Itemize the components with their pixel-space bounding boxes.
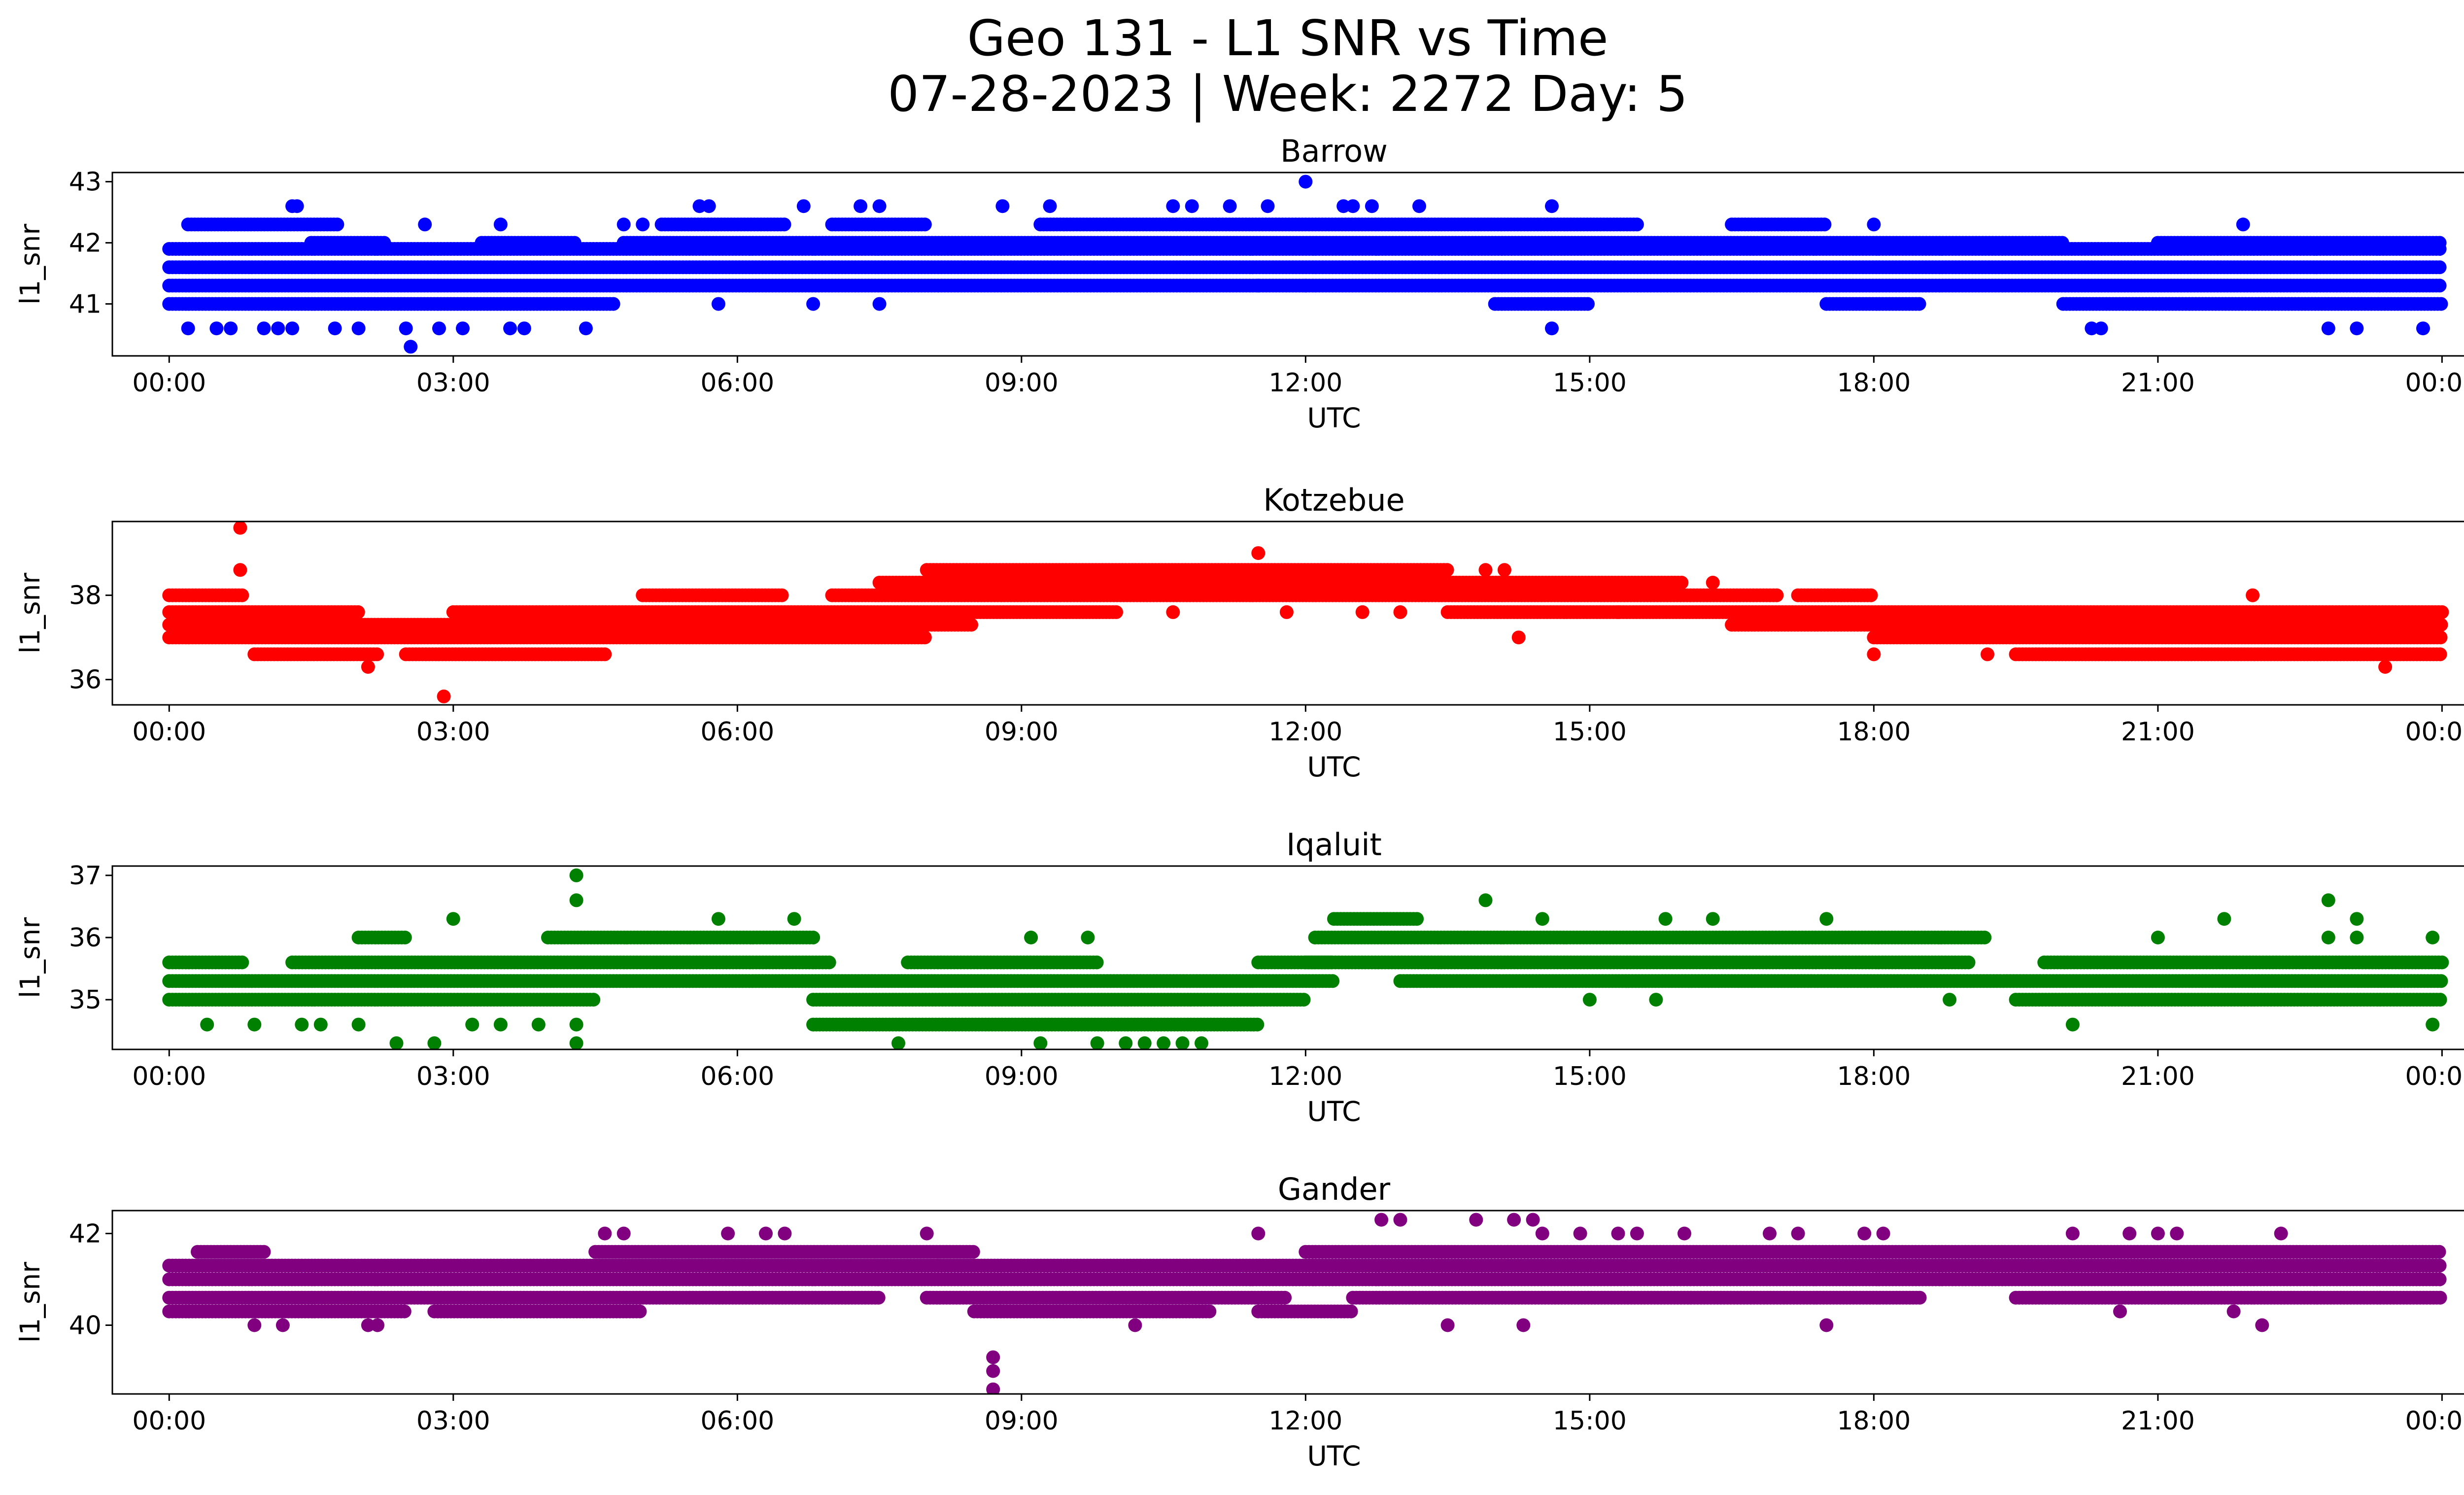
- data-point: [370, 647, 384, 661]
- data-point: [1912, 297, 1926, 311]
- data-point: [2416, 321, 2430, 336]
- data-point: [616, 217, 631, 232]
- x-tick-label: 00:00: [2405, 368, 2464, 398]
- data-point: [1109, 605, 1123, 619]
- data-point: [493, 217, 508, 232]
- data-point: [2085, 321, 2099, 336]
- data-point: [1299, 174, 1313, 189]
- data-point: [330, 217, 344, 232]
- data-point: [1185, 199, 1199, 213]
- figure-title-line2: 07-28-2023 | Week: 2272 Day: 5: [888, 65, 1687, 123]
- data-point: [224, 321, 238, 336]
- data-point: [2432, 278, 2447, 293]
- x-tick-label: 03:00: [416, 368, 490, 398]
- axes-title-kotzebue: Kotzebue: [1263, 482, 1404, 518]
- x-tick-label: 21:00: [2121, 368, 2195, 398]
- data-point: [418, 217, 432, 232]
- axes-title-barrow: Barrow: [1280, 133, 1388, 169]
- x-axis-label: UTC: [1307, 402, 1361, 434]
- y-tick-label: 42: [69, 229, 102, 258]
- axes-frame: [111, 172, 2464, 357]
- data-point: [2432, 236, 2447, 250]
- x-tick-label: 18:00: [1837, 368, 1911, 398]
- data-point: [964, 618, 978, 632]
- data-point: [290, 199, 304, 213]
- data-point: [1261, 199, 1275, 213]
- data-point: [2434, 297, 2448, 311]
- x-tick-label: 06:00: [700, 368, 774, 398]
- data-point: [711, 297, 725, 311]
- data-point: [1251, 278, 1266, 293]
- data-point: [1336, 199, 1351, 213]
- data-point: [2236, 217, 2250, 232]
- data-point: [636, 217, 650, 232]
- data-point: [598, 647, 612, 661]
- x-tick-label: 15:00: [1553, 368, 1627, 398]
- data-point: [456, 321, 470, 336]
- x-tick-label: 00:00: [132, 368, 206, 398]
- data-point: [328, 321, 342, 336]
- data-point: [285, 321, 300, 336]
- data-point: [2433, 647, 2447, 661]
- scatter-series-kotzebue: [162, 522, 2449, 703]
- data-point: [1545, 321, 1559, 336]
- data-point: [2350, 321, 2364, 336]
- data-point: [777, 217, 791, 232]
- data-point: [2434, 618, 2448, 632]
- data-point: [872, 297, 887, 311]
- data-point: [918, 217, 932, 232]
- data-point: [1166, 199, 1180, 213]
- y-tick-label: 41: [69, 290, 102, 319]
- data-point: [702, 199, 716, 213]
- data-point: [2094, 321, 2108, 336]
- data-point: [351, 605, 365, 619]
- data-point: [2055, 236, 2069, 250]
- data-point: [692, 199, 707, 213]
- data-point: [271, 321, 285, 336]
- scatter-series-barrow: [162, 174, 2448, 354]
- data-point: [404, 340, 418, 354]
- data-point: [579, 321, 593, 336]
- data-point: [432, 321, 446, 336]
- data-point: [351, 321, 366, 336]
- data-point: [1299, 278, 1313, 293]
- data-point: [1365, 199, 1379, 213]
- data-point: [1630, 217, 1644, 232]
- figure-title-line1: Geo 131 - L1 SNR vs Time: [967, 9, 1608, 67]
- data-point: [1346, 199, 1360, 213]
- data-point: [1545, 199, 1559, 213]
- data-point: [1412, 199, 1426, 213]
- data-point: [209, 321, 224, 336]
- data-point: [2432, 260, 2447, 275]
- data-point: [399, 321, 413, 336]
- data-point: [606, 297, 620, 311]
- data-point: [2321, 321, 2335, 336]
- data-point: [1817, 217, 1832, 232]
- data-point: [854, 199, 868, 213]
- data-point: [567, 236, 582, 250]
- data-point: [181, 321, 195, 336]
- data-point: [1223, 199, 1237, 213]
- data-point: [503, 321, 517, 336]
- data-point: [995, 199, 1010, 213]
- x-tick-label: 09:00: [985, 368, 1059, 398]
- data-point: [517, 321, 531, 336]
- y-tick-label: 43: [69, 168, 102, 197]
- axes-barrow: Barrow 00:00 03:00 06:00 09:00 12:00 15:00 18:0…: [14, 133, 2464, 434]
- x-tick-label: 12:00: [1268, 368, 1342, 398]
- data-point: [918, 630, 932, 645]
- data-point: [872, 199, 887, 213]
- data-point: [257, 321, 271, 336]
- data-point: [1867, 217, 1881, 232]
- data-point: [2433, 630, 2448, 645]
- data-point: [806, 297, 821, 311]
- data-point: [377, 236, 391, 250]
- data-point: [1043, 199, 1057, 213]
- y-axis-label: l1_snr: [14, 224, 46, 305]
- data-point: [1581, 297, 1595, 311]
- data-point: [796, 199, 811, 213]
